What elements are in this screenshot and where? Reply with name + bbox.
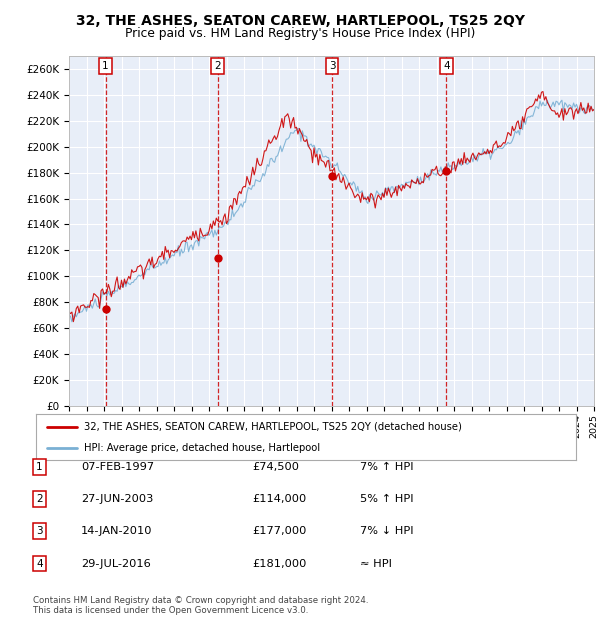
Text: HPI: Average price, detached house, Hartlepool: HPI: Average price, detached house, Hart… xyxy=(83,443,320,453)
Text: 3: 3 xyxy=(36,526,43,536)
Text: £74,500: £74,500 xyxy=(252,462,299,472)
Text: 32, THE ASHES, SEATON CAREW, HARTLEPOOL, TS25 2QY (detached house): 32, THE ASHES, SEATON CAREW, HARTLEPOOL,… xyxy=(83,422,461,432)
Text: 7% ↓ HPI: 7% ↓ HPI xyxy=(360,526,413,536)
Text: 1: 1 xyxy=(102,61,109,71)
Text: £181,000: £181,000 xyxy=(252,559,307,569)
Text: Contains HM Land Registry data © Crown copyright and database right 2024.
This d: Contains HM Land Registry data © Crown c… xyxy=(33,596,368,615)
Text: 3: 3 xyxy=(329,61,335,71)
Text: ≈ HPI: ≈ HPI xyxy=(360,559,392,569)
Text: 4: 4 xyxy=(36,559,43,569)
Text: 32, THE ASHES, SEATON CAREW, HARTLEPOOL, TS25 2QY: 32, THE ASHES, SEATON CAREW, HARTLEPOOL,… xyxy=(76,14,524,28)
Text: £114,000: £114,000 xyxy=(252,494,306,504)
Text: 07-FEB-1997: 07-FEB-1997 xyxy=(81,462,154,472)
Text: £177,000: £177,000 xyxy=(252,526,307,536)
Text: 2: 2 xyxy=(36,494,43,504)
Text: 5% ↑ HPI: 5% ↑ HPI xyxy=(360,494,413,504)
Text: 7% ↑ HPI: 7% ↑ HPI xyxy=(360,462,413,472)
Text: 1: 1 xyxy=(36,462,43,472)
Text: 29-JUL-2016: 29-JUL-2016 xyxy=(81,559,151,569)
Text: 4: 4 xyxy=(443,61,450,71)
Text: 27-JUN-2003: 27-JUN-2003 xyxy=(81,494,154,504)
Text: Price paid vs. HM Land Registry's House Price Index (HPI): Price paid vs. HM Land Registry's House … xyxy=(125,27,475,40)
Text: 2: 2 xyxy=(214,61,221,71)
Text: 14-JAN-2010: 14-JAN-2010 xyxy=(81,526,152,536)
